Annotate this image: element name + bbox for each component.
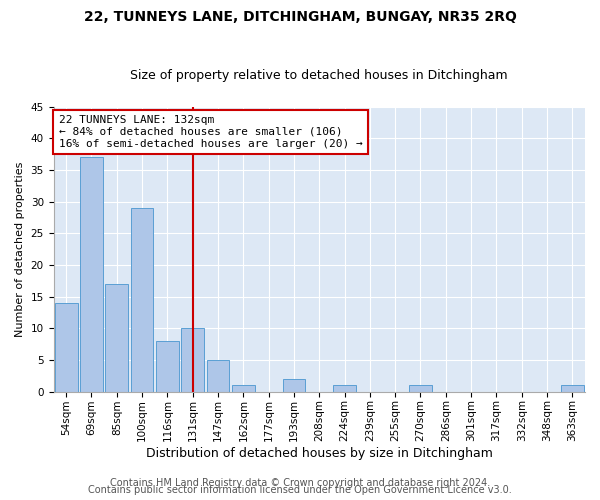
Text: 22, TUNNEYS LANE, DITCHINGHAM, BUNGAY, NR35 2RQ: 22, TUNNEYS LANE, DITCHINGHAM, BUNGAY, N… [83, 10, 517, 24]
Bar [409, 386, 432, 392]
Bar [561, 386, 584, 392]
Bar [156, 341, 179, 392]
Bar [131, 208, 154, 392]
Bar [106, 284, 128, 392]
Title: Size of property relative to detached houses in Ditchingham: Size of property relative to detached ho… [130, 69, 508, 82]
Y-axis label: Number of detached properties: Number of detached properties [15, 162, 25, 337]
Bar [283, 379, 305, 392]
Bar [232, 386, 255, 392]
X-axis label: Distribution of detached houses by size in Ditchingham: Distribution of detached houses by size … [146, 447, 493, 460]
Text: Contains public sector information licensed under the Open Government Licence v3: Contains public sector information licen… [88, 485, 512, 495]
Bar [333, 386, 356, 392]
Bar [181, 328, 204, 392]
Text: 22 TUNNEYS LANE: 132sqm
← 84% of detached houses are smaller (106)
16% of semi-d: 22 TUNNEYS LANE: 132sqm ← 84% of detache… [59, 116, 362, 148]
Text: Contains HM Land Registry data © Crown copyright and database right 2024.: Contains HM Land Registry data © Crown c… [110, 478, 490, 488]
Bar [206, 360, 229, 392]
Bar [55, 303, 77, 392]
Bar [80, 158, 103, 392]
